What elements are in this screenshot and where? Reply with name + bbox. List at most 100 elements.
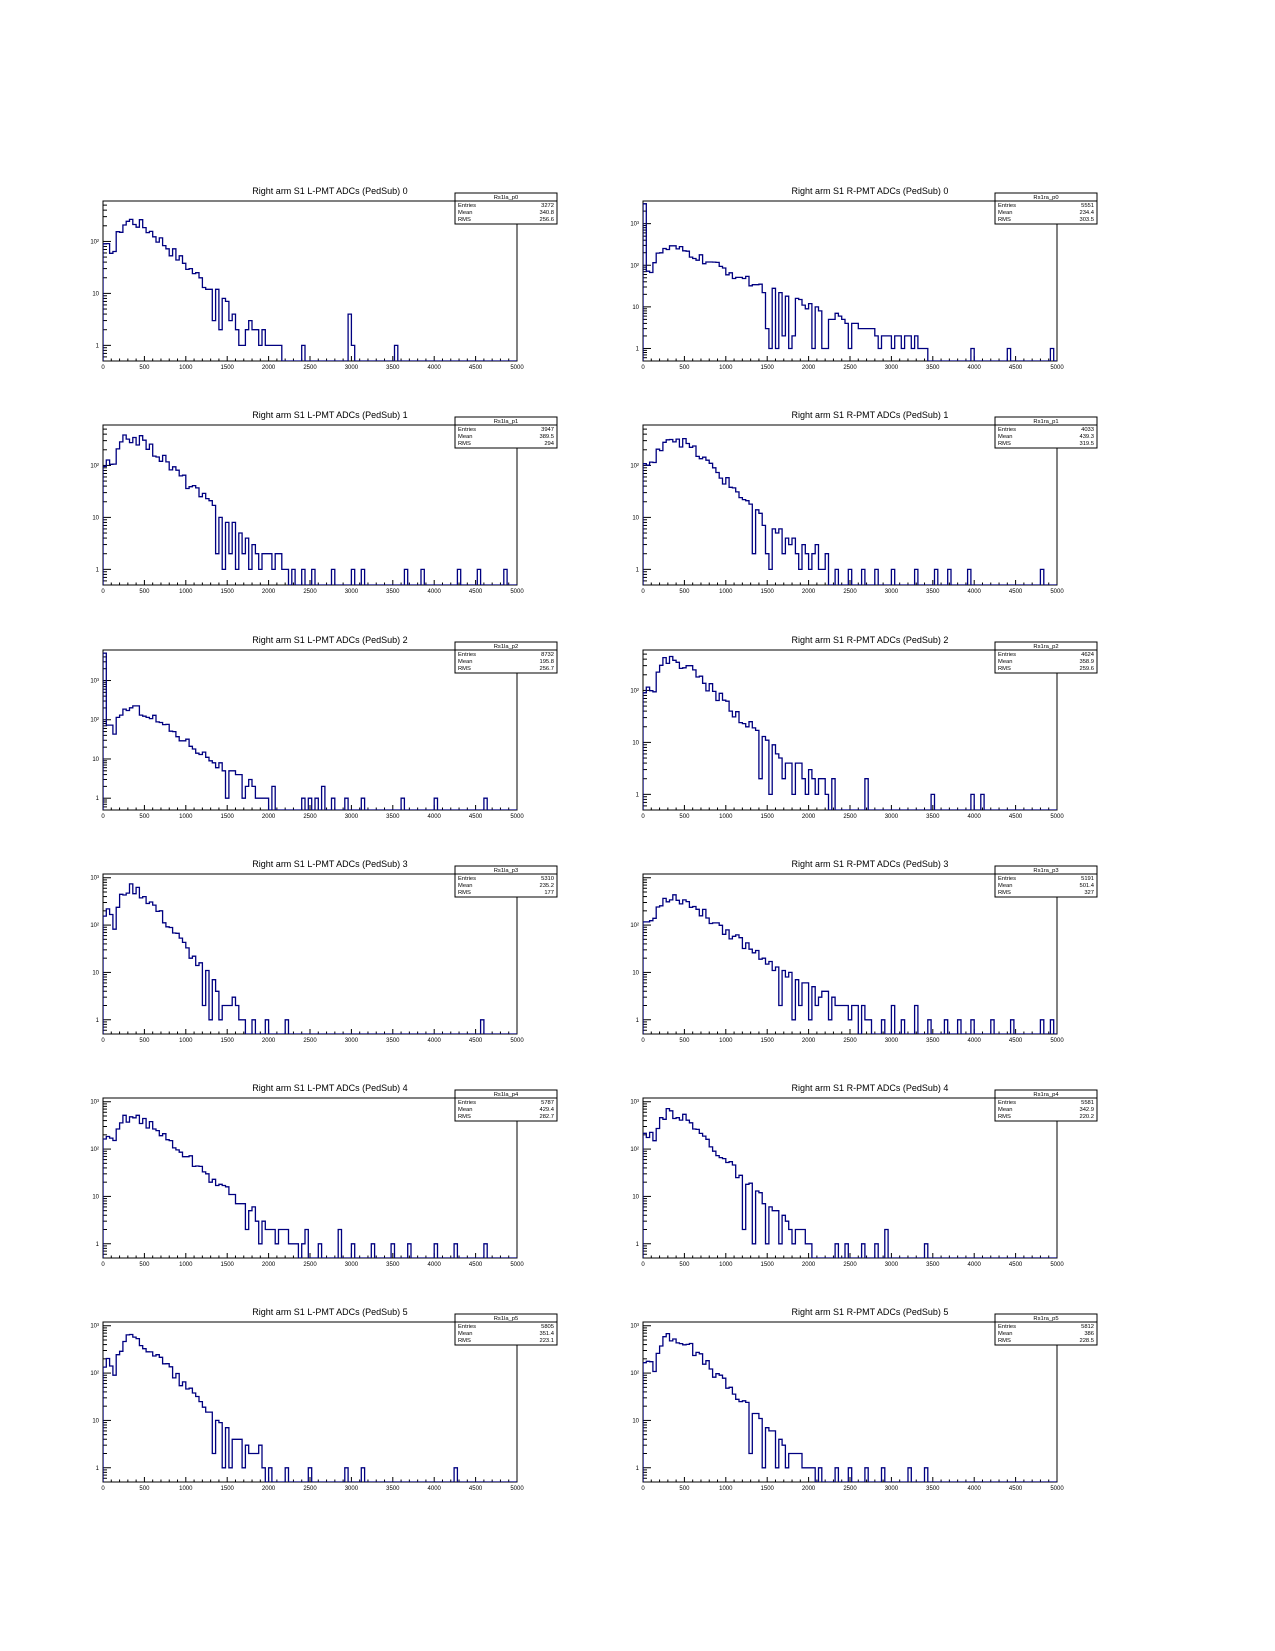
- plot-frame: [642, 424, 1058, 586]
- stats-label: Entries: [998, 203, 1016, 209]
- stats-value: 195.8: [539, 659, 554, 665]
- histogram-panel-11: Right arm S1 R-PMT ADCs (PedSub) 5 0 500 10…: [630, 1307, 1098, 1492]
- stats-label: RMS: [458, 1114, 471, 1120]
- stats-label: RMS: [998, 217, 1011, 223]
- x-tick-label: 4000: [428, 1262, 442, 1268]
- chart-title: Right arm S1 L-PMT ADCs (PedSub) 1: [252, 410, 407, 420]
- x-tick-label: 4500: [469, 1262, 483, 1268]
- x-tick-label: 3000: [885, 589, 899, 595]
- x-tick-label: 2500: [303, 1486, 317, 1492]
- x-tick-label: 3000: [345, 1486, 359, 1492]
- stats-box: [454, 1313, 558, 1346]
- x-tick-label: 1000: [719, 365, 733, 371]
- stats-value: 342.9: [1079, 1107, 1094, 1113]
- y-tick-label: 10: [632, 1194, 639, 1200]
- x-tick-label: 4500: [469, 814, 483, 820]
- stats-value: 303.5: [1079, 217, 1094, 223]
- y-tick-label: 10³: [630, 1324, 639, 1330]
- x-tick-label: 5000: [1050, 1486, 1064, 1492]
- chart-title: Right arm S1 L-PMT ADCs (PedSub) 0: [252, 186, 407, 196]
- x-tick-label: 0: [101, 589, 105, 595]
- x-tick-label: 0: [641, 589, 645, 595]
- x-tick-label: 3500: [926, 1486, 940, 1492]
- x-tick-label: 2000: [802, 814, 816, 820]
- stats-name: Rs1la_p5: [494, 1316, 519, 1322]
- stats-value: 5551: [1081, 203, 1094, 209]
- x-tick-label: 3500: [386, 365, 400, 371]
- x-tick-label: 0: [641, 1262, 645, 1268]
- y-tick-label: 10²: [90, 239, 99, 245]
- x-tick-label: 1500: [221, 1262, 235, 1268]
- stats-value: 220.2: [1079, 1114, 1094, 1120]
- chart-title: Right arm S1 R-PMT ADCs (PedSub) 1: [792, 410, 949, 420]
- histogram-line: [103, 1114, 517, 1258]
- x-tick-label: 4000: [428, 589, 442, 595]
- stats-label: Entries: [458, 876, 476, 882]
- stats-name: Rs1ra_p2: [1033, 644, 1058, 650]
- y-tick-label: 10³: [90, 1100, 99, 1106]
- stats-label: RMS: [998, 441, 1011, 447]
- x-tick-label: 5000: [1050, 1038, 1064, 1044]
- stats-value: 340.8: [539, 210, 554, 216]
- stats-value: 5812: [1081, 1324, 1094, 1330]
- y-tick-label: 10: [632, 740, 639, 746]
- x-tick-label: 3500: [386, 814, 400, 820]
- stats-value: 386: [1084, 1331, 1094, 1337]
- x-tick-label: 4000: [968, 1486, 982, 1492]
- stats-label: Mean: [458, 434, 473, 440]
- stats-label: Entries: [998, 427, 1016, 433]
- stats-label: Entries: [458, 203, 476, 209]
- y-tick-label: 1: [636, 792, 640, 798]
- x-tick-label: 1500: [761, 365, 775, 371]
- stats-value: 5310: [541, 876, 554, 882]
- chart-title: Right arm S1 L-PMT ADCs (PedSub) 2: [252, 635, 407, 645]
- x-tick-label: 1500: [221, 1038, 235, 1044]
- y-tick-label: 10: [92, 757, 99, 763]
- y-tick-label: 10²: [90, 463, 99, 469]
- histogram-line: [643, 894, 1057, 1034]
- chart-title: Right arm S1 L-PMT ADCs (PedSub) 3: [252, 859, 407, 869]
- x-tick-label: 500: [679, 589, 690, 595]
- histogram-panel-10: Right arm S1 L-PMT ADCs (PedSub) 5 0 500 10…: [90, 1307, 558, 1492]
- x-tick-label: 3500: [926, 365, 940, 371]
- x-tick-label: 2500: [303, 589, 317, 595]
- plot-frame: [102, 873, 518, 1035]
- histogram-line: [643, 655, 1057, 810]
- x-tick-label: 5000: [510, 1038, 524, 1044]
- x-tick-label: 3500: [926, 1038, 940, 1044]
- x-tick-label: 500: [139, 1486, 150, 1492]
- x-tick-label: 2000: [802, 365, 816, 371]
- y-tick-label: 10: [92, 515, 99, 521]
- x-tick-label: 3000: [345, 814, 359, 820]
- y-tick-label: 1: [636, 346, 640, 352]
- stats-name: Rs1la_p2: [494, 644, 519, 650]
- x-tick-label: 1000: [719, 814, 733, 820]
- x-tick-label: 3000: [345, 1262, 359, 1268]
- y-tick-label: 10²: [90, 1371, 99, 1377]
- x-tick-label: 2500: [843, 589, 857, 595]
- histogram-panel-9: Right arm S1 R-PMT ADCs (PedSub) 4 0 500 10…: [630, 1083, 1098, 1268]
- y-tick-label: 10³: [90, 679, 99, 685]
- plot-frame: [642, 1321, 1058, 1483]
- x-tick-label: 1000: [179, 1262, 193, 1268]
- x-tick-label: 0: [641, 814, 645, 820]
- x-tick-label: 0: [101, 1038, 105, 1044]
- stats-name: Rs1la_p1: [494, 419, 519, 425]
- stats-label: Mean: [458, 1331, 473, 1337]
- x-tick-label: 3000: [885, 814, 899, 820]
- histogram-line: [103, 652, 517, 810]
- x-tick-label: 4000: [428, 1486, 442, 1492]
- y-tick-label: 10³: [90, 1324, 99, 1330]
- stats-label: Entries: [998, 1324, 1016, 1330]
- x-tick-label: 3500: [926, 1262, 940, 1268]
- plot-frame: [102, 1097, 518, 1259]
- stats-value: 327: [1084, 890, 1094, 896]
- stats-label: Mean: [458, 1107, 473, 1113]
- x-tick-label: 4500: [1009, 1038, 1023, 1044]
- x-tick-label: 3000: [885, 365, 899, 371]
- stats-label: Entries: [458, 652, 476, 658]
- stats-name: Rs1ra_p5: [1033, 1316, 1058, 1322]
- x-tick-label: 2000: [262, 1486, 276, 1492]
- x-tick-label: 3500: [386, 1262, 400, 1268]
- x-tick-label: 3000: [345, 1038, 359, 1044]
